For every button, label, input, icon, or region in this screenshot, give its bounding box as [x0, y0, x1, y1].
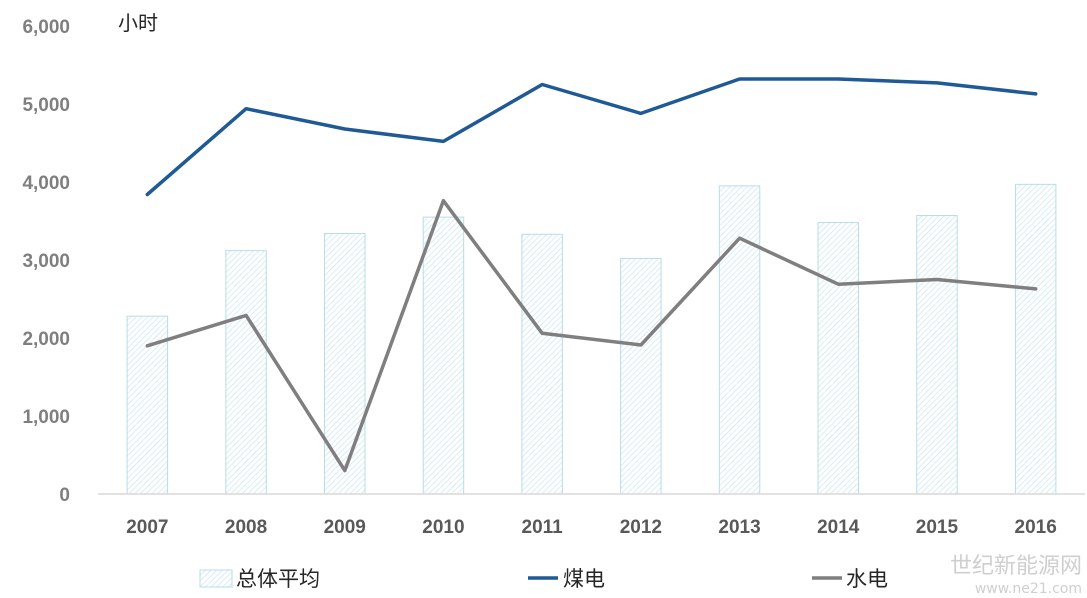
x-axis-ticks: 2007 2008 2009 2010 2011 2012 2013 2014 2015 2016 [126, 517, 1057, 538]
x-tick-label: 2015 [916, 517, 959, 538]
unit-label: 小时 [118, 11, 158, 35]
x-tick-label: 2012 [620, 517, 662, 538]
x-tick-label: 2013 [718, 517, 760, 538]
y-axis-ticks: 0 1,000 2,000 3,000 4,000 5,000 6,000 [22, 17, 70, 506]
y-tick-label: 6,000 [22, 17, 70, 38]
x-tick-label: 2007 [126, 517, 168, 538]
bar-total-average [718, 185, 761, 495]
watermark-title: 世纪新能源网 [950, 554, 1082, 579]
y-tick-label: 1,000 [22, 407, 70, 428]
x-tick-label: 2010 [422, 517, 464, 538]
bar-total-average [620, 257, 662, 495]
watermark-url: www.ne21.com [975, 581, 1082, 597]
legend-label-total-average: 总体平均 [236, 567, 320, 591]
legend: 总体平均 煤电 水电 [199, 567, 888, 591]
x-tick-label: 2009 [324, 517, 366, 538]
y-tick-label: 0 [59, 485, 70, 506]
bar-total-average [422, 216, 465, 495]
bar-total-average [916, 215, 958, 495]
legend-swatch-total-average [199, 569, 233, 588]
x-tick-label: 2014 [817, 517, 860, 538]
bar-series [126, 183, 1057, 495]
bar-total-average [521, 233, 563, 495]
line-coal-power [145, 77, 1038, 197]
bar-total-average [225, 250, 267, 495]
y-tick-label: 5,000 [22, 95, 70, 116]
line-hydro-power [145, 198, 1038, 473]
legend-label-hydro-power: 水电 [846, 567, 888, 591]
watermark: 世纪新能源网 www.ne21.com [950, 554, 1082, 597]
bar-total-average [1014, 183, 1057, 495]
y-tick-label: 3,000 [22, 251, 70, 272]
y-tick-label: 4,000 [22, 173, 70, 194]
x-tick-label: 2011 [522, 517, 564, 538]
bar-total-average [817, 222, 859, 495]
legend-label-coal-power: 煤电 [563, 567, 605, 591]
y-tick-label: 2,000 [22, 329, 70, 350]
line-series [145, 77, 1038, 473]
x-tick-label: 2016 [1015, 517, 1057, 538]
bar-total-average [324, 232, 366, 495]
x-tick-label: 2008 [225, 517, 267, 538]
